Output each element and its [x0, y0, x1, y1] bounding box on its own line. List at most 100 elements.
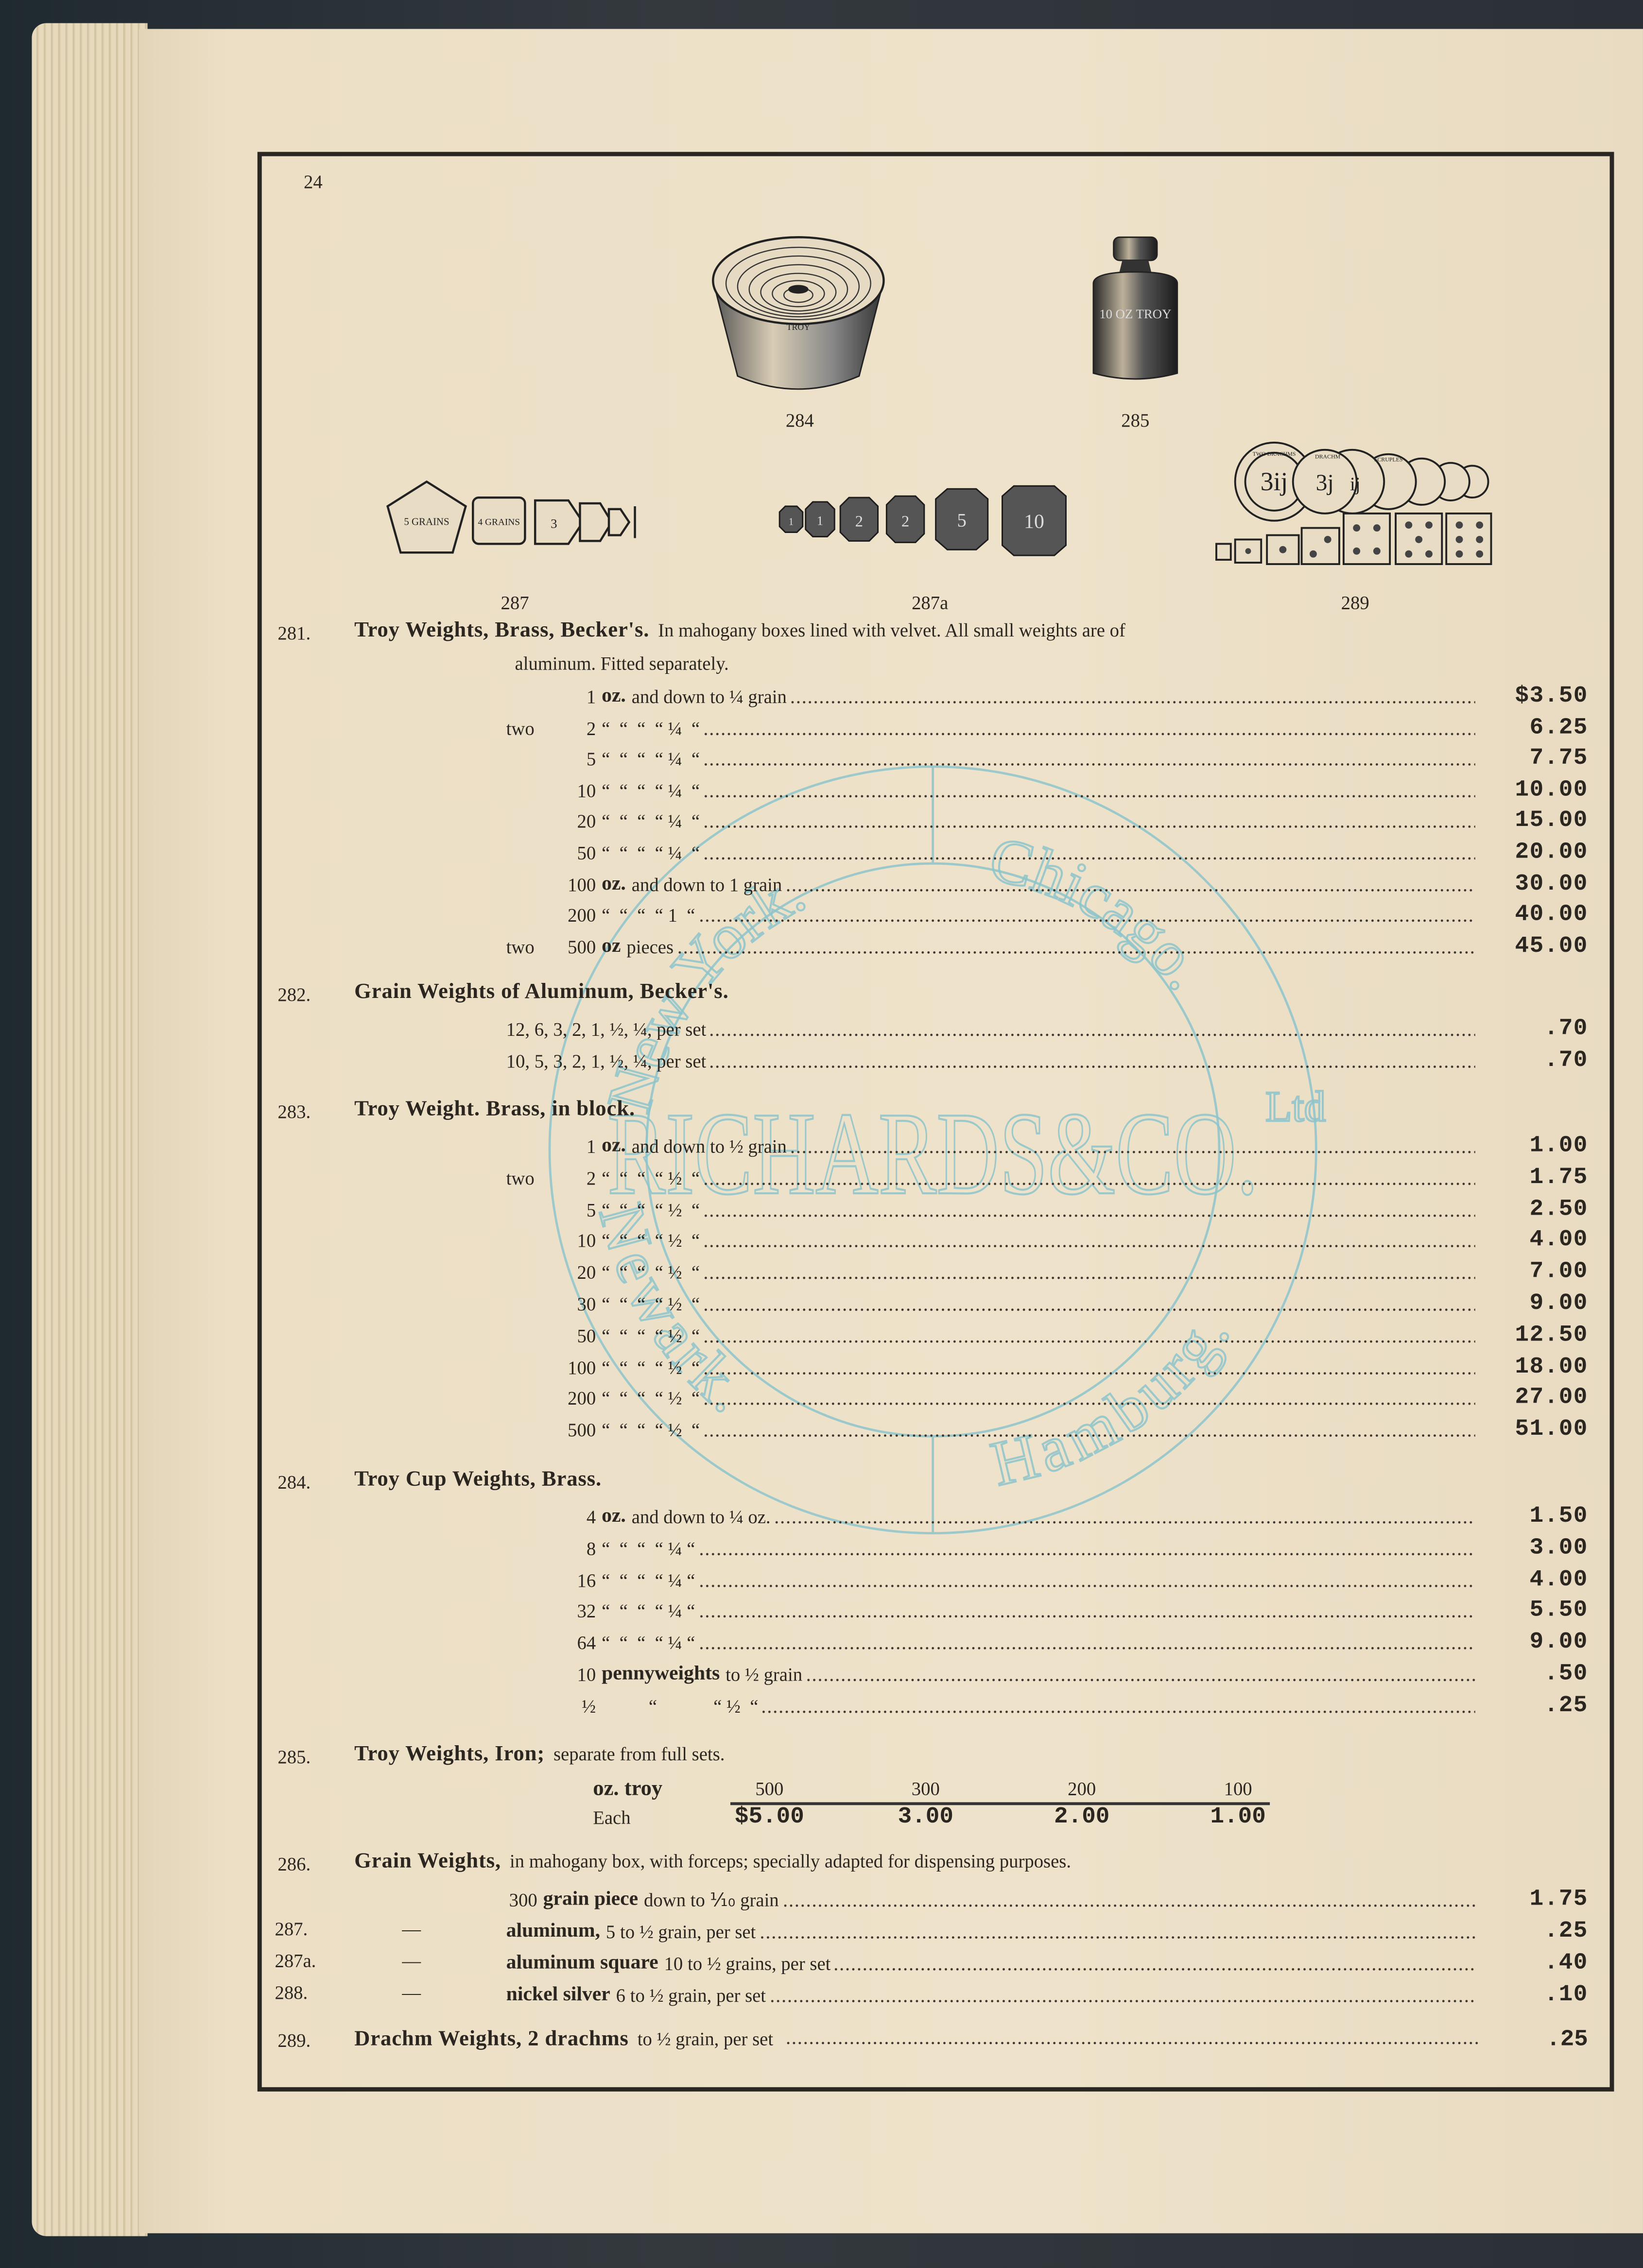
dot-leader — [759, 1925, 1475, 1940]
svg-text:DRACHM: DRACHM — [1315, 453, 1341, 460]
iron-table-rule — [730, 1802, 1270, 1805]
svg-text:TROY: TROY — [787, 322, 811, 332]
row-description: “ “ “ “ ¼ “ — [602, 842, 700, 864]
section-heading: Grain Weights of Aluminum, Becker's. — [354, 980, 728, 1005]
price-row: 200 “ “ “ “ ½ “ 27.00 — [506, 1382, 1588, 1411]
row-description: “ “ ½ “ — [602, 1695, 759, 1717]
row-number: 287. — [275, 1918, 308, 1940]
price-row: 5 “ “ “ “ ½ “ 2.50 — [506, 1193, 1588, 1222]
row-quantity: 100 — [568, 873, 596, 895]
svg-text:3ij: 3ij — [1261, 467, 1288, 496]
price-row: 50 “ “ “ “ ½ “ 12.50 — [506, 1319, 1588, 1348]
row-description: 10, 5, 3, 2, 1, ½, ¼, per set — [506, 1049, 707, 1071]
row-description: to ½ grain — [726, 1663, 803, 1685]
row-price: 51.00 — [1515, 1416, 1588, 1443]
row-description: 6 to ½ grain, per set — [616, 1984, 766, 2007]
svg-text:2: 2 — [855, 513, 863, 531]
dot-leader — [789, 1139, 1475, 1154]
price-row: 64 “ “ “ “ ¼ “ 9.00 — [506, 1626, 1588, 1655]
section-heading: Troy Weights, Brass, Becker's. In mahogan… — [354, 619, 1125, 644]
price-row: two 2 “ “ “ “ ½ “ 1.75 — [506, 1161, 1588, 1190]
row-price: .70 — [1544, 1015, 1588, 1042]
section-number: 286. — [277, 1853, 311, 1875]
row-quantity: ½ — [582, 1695, 596, 1717]
row-price: 4.00 — [1529, 1565, 1588, 1592]
price-row: 20 “ “ “ “ ¼ “ 15.00 — [506, 805, 1588, 834]
price-row: 10 pennyweights to ½ grain .50 — [506, 1658, 1588, 1687]
price-row: 1 oz. and down to ¼ grain $3.50 — [506, 680, 1588, 709]
row-description: “ “ “ “ ¼ “ — [602, 1537, 695, 1559]
figure-287a-label: 287a — [912, 591, 949, 614]
row-price: 7.75 — [1529, 745, 1588, 772]
row-price: .50 — [1544, 1660, 1588, 1687]
section-description-cont: aluminum. Fitted separately. — [515, 652, 729, 674]
row-number: 287a. — [275, 1949, 316, 1972]
svg-text:SCRUPLES: SCRUPLES — [1374, 456, 1403, 463]
row-unit: nickel silver — [506, 1984, 610, 2007]
price-row: two 2 “ “ “ “ ¼ “ 6.25 — [506, 711, 1588, 740]
svg-text:3j: 3j — [1316, 470, 1334, 496]
figure-289-drachm-weights: 3ij 3j ij TWO DRACHMS DRACHM SCRUPLES — [1215, 442, 1492, 565]
row-price: 3.00 — [1529, 1534, 1588, 1561]
row-description: 5 to ½ grain, per set — [605, 1921, 756, 1943]
dot-leader — [789, 690, 1475, 704]
figure-289-label: 289 — [1341, 591, 1369, 614]
row-price: 10.00 — [1515, 776, 1588, 803]
row-number: 288. — [275, 1981, 308, 2004]
svg-text:ij: ij — [1350, 474, 1360, 495]
svg-text:1: 1 — [817, 514, 823, 528]
row-price: $3.50 — [1515, 683, 1588, 709]
row-quantity: 64 — [577, 1632, 596, 1654]
row-price: 9.00 — [1529, 1629, 1588, 1655]
dot-leader — [761, 1699, 1475, 1714]
row-description: “ “ “ “ ½ “ — [602, 1230, 700, 1252]
dot-leader — [698, 1636, 1475, 1651]
svg-text:10 OZ TROY: 10 OZ TROY — [1099, 307, 1171, 321]
dot-leader — [698, 909, 1475, 923]
figure-284-cup-weight: TROY — [712, 236, 885, 390]
price-row: 10, 5, 3, 2, 1, ½, ¼, per set .70 — [506, 1044, 1588, 1073]
price-row: 16 “ “ “ “ ¼ “ 4.00 — [506, 1563, 1588, 1592]
row-description: down to ⅒ grain — [644, 1889, 779, 1911]
catalog-page — [138, 29, 1643, 2234]
row-price: 2.50 — [1529, 1195, 1588, 1222]
row-description: “ “ “ “ ½ “ — [602, 1293, 700, 1315]
row-quantity: 30 — [577, 1293, 596, 1315]
section-title: Grain Weights of Aluminum, Becker's. — [354, 980, 729, 1004]
row-description: pieces — [626, 935, 674, 958]
row-price: 4.00 — [1529, 1227, 1588, 1254]
section-number: 284. — [277, 1471, 311, 1493]
row-price: .25 — [1544, 1692, 1588, 1718]
dot-leader — [709, 1053, 1475, 1068]
figure-287-aluminum-weights: 5 GRAINS 4 GRAINS 3 — [386, 480, 636, 554]
row-description: “ “ “ “ 1 “ — [602, 904, 695, 926]
dot-leader — [833, 1957, 1475, 1972]
price-row: ½ “ “ ½ “ .25 — [506, 1689, 1588, 1718]
section-number: 289. — [277, 2029, 311, 2051]
svg-text:4 GRAINS: 4 GRAINS — [478, 517, 520, 528]
page-border — [257, 152, 1614, 2092]
price-row: 8 “ “ “ “ ¼ “ 3.00 — [506, 1531, 1588, 1561]
price-row: 30 “ “ “ “ ½ “ 9.00 — [506, 1288, 1588, 1316]
section-heading: Troy Weights, Iron; separate from full se… — [354, 1743, 725, 1768]
row-quantity: 8 — [586, 1537, 596, 1559]
row-price: .70 — [1544, 1046, 1588, 1073]
svg-text:1: 1 — [789, 516, 794, 528]
row-quantity: 4 — [586, 1506, 596, 1528]
figure-287-label: 287 — [501, 591, 529, 614]
row-price: 15.00 — [1515, 808, 1588, 834]
dot-leader — [703, 1392, 1475, 1407]
row-quantity: 32 — [577, 1600, 596, 1622]
figure-285-knob-weight: 10 OZ TROY — [1092, 236, 1178, 380]
section-description: In mahogany boxes lined with velvet. All… — [658, 619, 1125, 641]
ditto-dash: — — [402, 1949, 421, 1972]
price-row: 100 “ “ “ “ ½ “ 18.00 — [506, 1350, 1588, 1379]
row-unit: grain piece — [543, 1889, 639, 1911]
row-prefix: two — [506, 717, 535, 739]
row-quantity: 5 — [586, 748, 596, 770]
row-price: 1.50 — [1529, 1503, 1588, 1529]
dot-leader — [703, 1234, 1475, 1249]
row-price: 5.50 — [1529, 1597, 1588, 1624]
page-number: 24 — [304, 171, 323, 192]
price-row: 5 “ “ “ “ ¼ “ 7.75 — [506, 742, 1588, 772]
